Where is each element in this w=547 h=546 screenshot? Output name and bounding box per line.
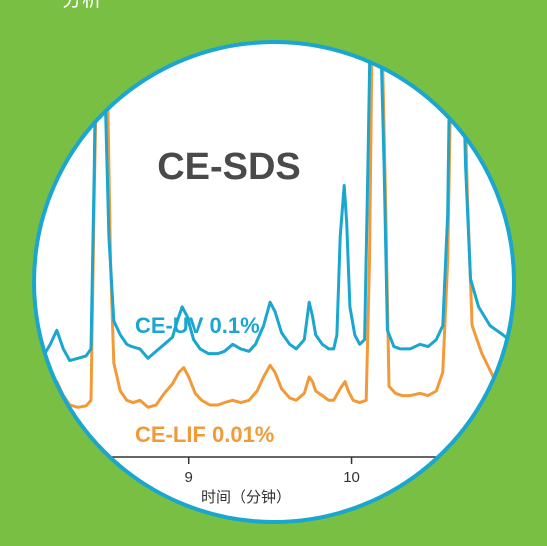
series-label-ce-lif: CE-LIF 0.01% [135,422,274,447]
x-tick-label: 11 [507,469,523,486]
x-axis-label: 时间（分钟） [201,489,291,506]
series-label-ce-uv: CE-UV 0.1% [135,313,260,338]
series-line-ce-uv [34,42,514,363]
x-tick-label: 10 [343,469,360,486]
chart-title: CE-SDS [157,146,301,188]
header-fragment: 分析 [62,0,102,11]
lens-border [32,40,516,524]
x-tick-label: 9 [185,469,193,486]
magnifier-lens [34,42,514,522]
